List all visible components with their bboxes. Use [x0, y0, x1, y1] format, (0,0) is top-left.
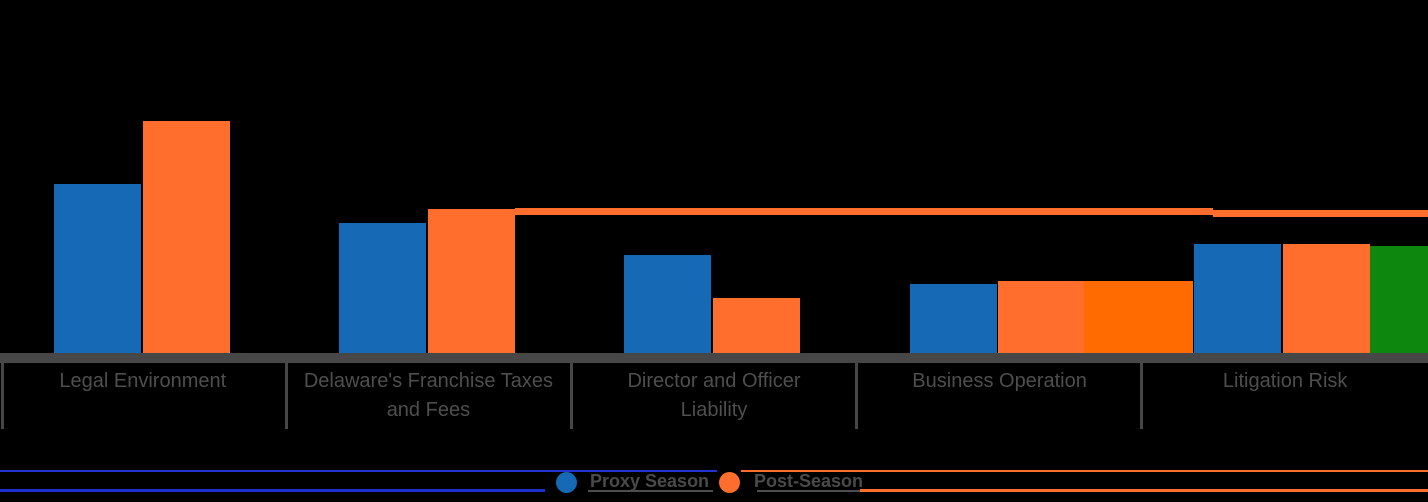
legend-rule-orange-bottom: [860, 489, 1428, 492]
bar-proxy-season-delaware-s-franchise-taxes-and-fees: [339, 223, 426, 354]
category-separator: [1, 353, 4, 429]
legend-underline-proxy-season: [588, 490, 713, 492]
bar-post-season-director-and-officer-liability: [713, 298, 800, 354]
legend-label-post-season: Post-Season: [754, 471, 864, 491]
bar-proxy-season-business-operation: [910, 284, 997, 354]
x-axis-label-legal-environment: Legal Environment: [0, 367, 286, 433]
x-axis-line: [0, 353, 1428, 363]
x-axis-label-director-and-officer-liability: Director and Officer Liability: [571, 367, 857, 433]
x-label-line: and Fees: [386, 399, 471, 421]
x-label-line: Delaware's Franchise Taxes: [303, 370, 553, 392]
bar-proxy-season-litigation-risk: [1194, 244, 1281, 354]
legend-rule-blue-bottom: [0, 489, 545, 492]
legend-marker-proxy-season: [556, 472, 577, 493]
x-label-line: Liability: [680, 399, 748, 421]
category-separator: [1140, 353, 1143, 429]
legend-underline-post-season: [757, 490, 860, 492]
x-axis-label-business-operation: Business Operation: [857, 367, 1143, 433]
bar-post-season-legal-environment: [143, 121, 230, 354]
reference-line-segment: [1213, 210, 1428, 217]
x-axis-label-litigation-risk: Litigation Risk: [1142, 367, 1428, 433]
x-axis-label-delawares-franchise-taxes-and-fees: Delaware's Franchise Taxes and Fees: [286, 367, 572, 433]
legend-rule-blue-top: [0, 470, 717, 472]
bar-post-season-business-operation: [998, 281, 1085, 354]
bar-post-season-litigation-risk: [1283, 244, 1370, 354]
category-separator: [855, 353, 858, 429]
legend-marker-post-season: [719, 472, 740, 493]
category-separator: [285, 353, 288, 429]
legend-label-proxy-season: Proxy Season: [590, 471, 710, 491]
x-label-line: Legal Environment: [59, 370, 227, 392]
bar-extra-orange: [1084, 281, 1193, 354]
reference-line-segment: [515, 208, 1213, 215]
x-label-line: Litigation Risk: [1222, 370, 1348, 392]
x-axis-labels: Legal Environment Delaware's Franchise T…: [0, 367, 1428, 433]
bar-proxy-season-legal-environment: [54, 184, 141, 354]
x-label-line: Director and Officer: [627, 370, 801, 392]
bar-proxy-season-director-and-officer-liability: [624, 255, 711, 354]
bar-post-season-delaware-s-franchise-taxes-and-fees: [428, 209, 515, 354]
legend-rule-orange-top: [741, 470, 1428, 472]
bar-extra-green: [1370, 246, 1428, 354]
x-label-line: Business Operation: [912, 370, 1087, 392]
category-separator: [570, 353, 573, 429]
